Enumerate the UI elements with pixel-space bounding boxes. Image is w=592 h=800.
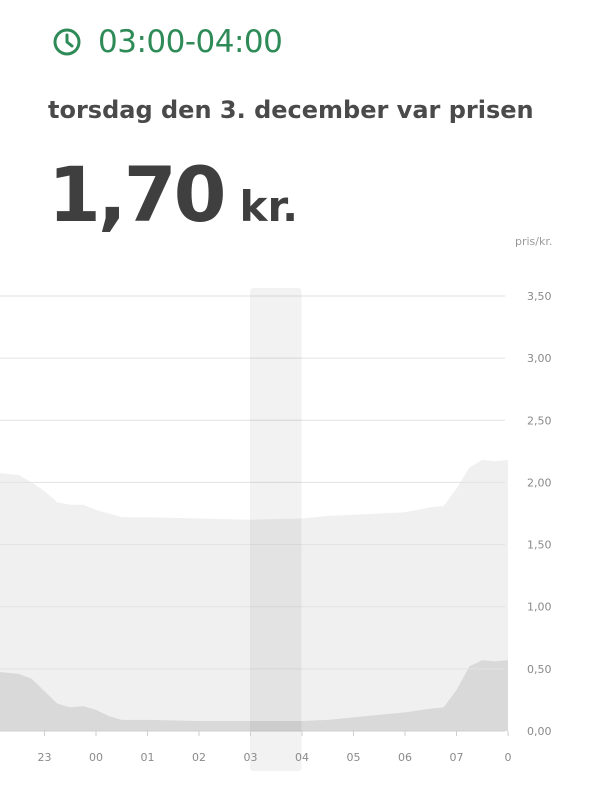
y-tick-label: 0,50 [527, 663, 552, 676]
y-tick-label: 1,50 [527, 539, 552, 552]
highlight-band [250, 288, 302, 771]
clock-icon [53, 28, 81, 56]
time-range-row: 03:00-04:00 [52, 24, 283, 60]
price-chart: 0,00 0,50 1,00 1,50 2,00 2,50 3,00 3,50 23 00 01 02… [0, 235, 552, 771]
x-tick-label: 05 [347, 751, 361, 764]
x-tick-label: 02 [192, 751, 206, 764]
y-tick-label: 3,00 [527, 352, 552, 365]
y-tick-label: 1,00 [527, 601, 552, 614]
x-tick-label: 0 [505, 751, 512, 764]
price-display: 1,70 kr. [48, 150, 298, 239]
y-tick-label: 2,50 [527, 414, 552, 427]
x-tick-label: 00 [89, 751, 103, 764]
y-tick-label: 0,00 [527, 725, 552, 738]
x-tick-label: 03 [244, 751, 258, 764]
x-tick-label: 07 [450, 751, 464, 764]
price-value: 1,70 [48, 150, 227, 239]
time-range-label: 03:00-04:00 [98, 24, 283, 60]
y-axis-unit: pris/kr. [515, 235, 552, 248]
x-tick-label: 04 [295, 751, 309, 764]
x-tick-label: 01 [141, 751, 155, 764]
y-tick-label: 3,50 [527, 290, 552, 303]
price-unit: kr. [239, 182, 299, 231]
series-area-1 [0, 660, 508, 731]
x-tick-label: 23 [38, 751, 52, 764]
y-tick-label: 2,00 [527, 476, 552, 489]
date-heading: torsdag den 3. december var prisen [48, 96, 534, 124]
series-area-0 [0, 460, 508, 731]
x-tick-label: 06 [398, 751, 412, 764]
